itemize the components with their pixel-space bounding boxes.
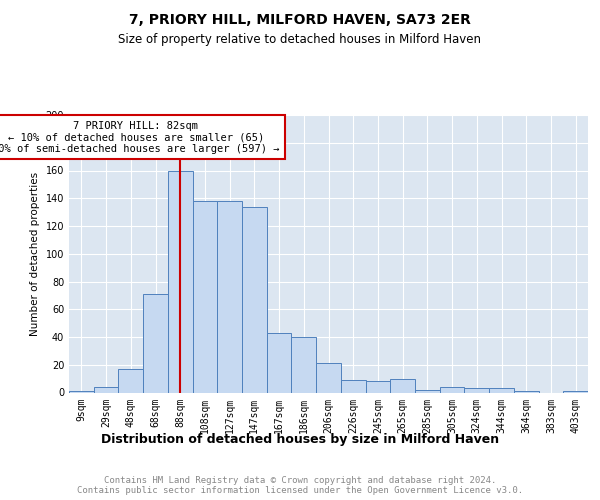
- Bar: [390, 378, 415, 392]
- Text: 7, PRIORY HILL, MILFORD HAVEN, SA73 2ER: 7, PRIORY HILL, MILFORD HAVEN, SA73 2ER: [129, 12, 471, 26]
- Bar: [292, 337, 316, 392]
- Bar: [464, 388, 489, 392]
- Bar: [168, 170, 193, 392]
- Y-axis label: Number of detached properties: Number of detached properties: [30, 172, 40, 336]
- Bar: [563, 391, 588, 392]
- Bar: [440, 387, 464, 392]
- Bar: [69, 391, 94, 392]
- Bar: [217, 201, 242, 392]
- Bar: [341, 380, 365, 392]
- Bar: [316, 364, 341, 392]
- Bar: [143, 294, 168, 392]
- Bar: [267, 333, 292, 392]
- Bar: [94, 387, 118, 392]
- Text: Size of property relative to detached houses in Milford Haven: Size of property relative to detached ho…: [119, 32, 482, 46]
- Bar: [489, 388, 514, 392]
- Text: Distribution of detached houses by size in Milford Haven: Distribution of detached houses by size …: [101, 432, 499, 446]
- Bar: [415, 390, 440, 392]
- Bar: [118, 369, 143, 392]
- Bar: [365, 382, 390, 392]
- Bar: [242, 206, 267, 392]
- Bar: [193, 201, 217, 392]
- Bar: [514, 391, 539, 392]
- Text: Contains HM Land Registry data © Crown copyright and database right 2024.
Contai: Contains HM Land Registry data © Crown c…: [77, 476, 523, 495]
- Text: 7 PRIORY HILL: 82sqm
← 10% of detached houses are smaller (65)
90% of semi-detac: 7 PRIORY HILL: 82sqm ← 10% of detached h…: [0, 120, 280, 154]
